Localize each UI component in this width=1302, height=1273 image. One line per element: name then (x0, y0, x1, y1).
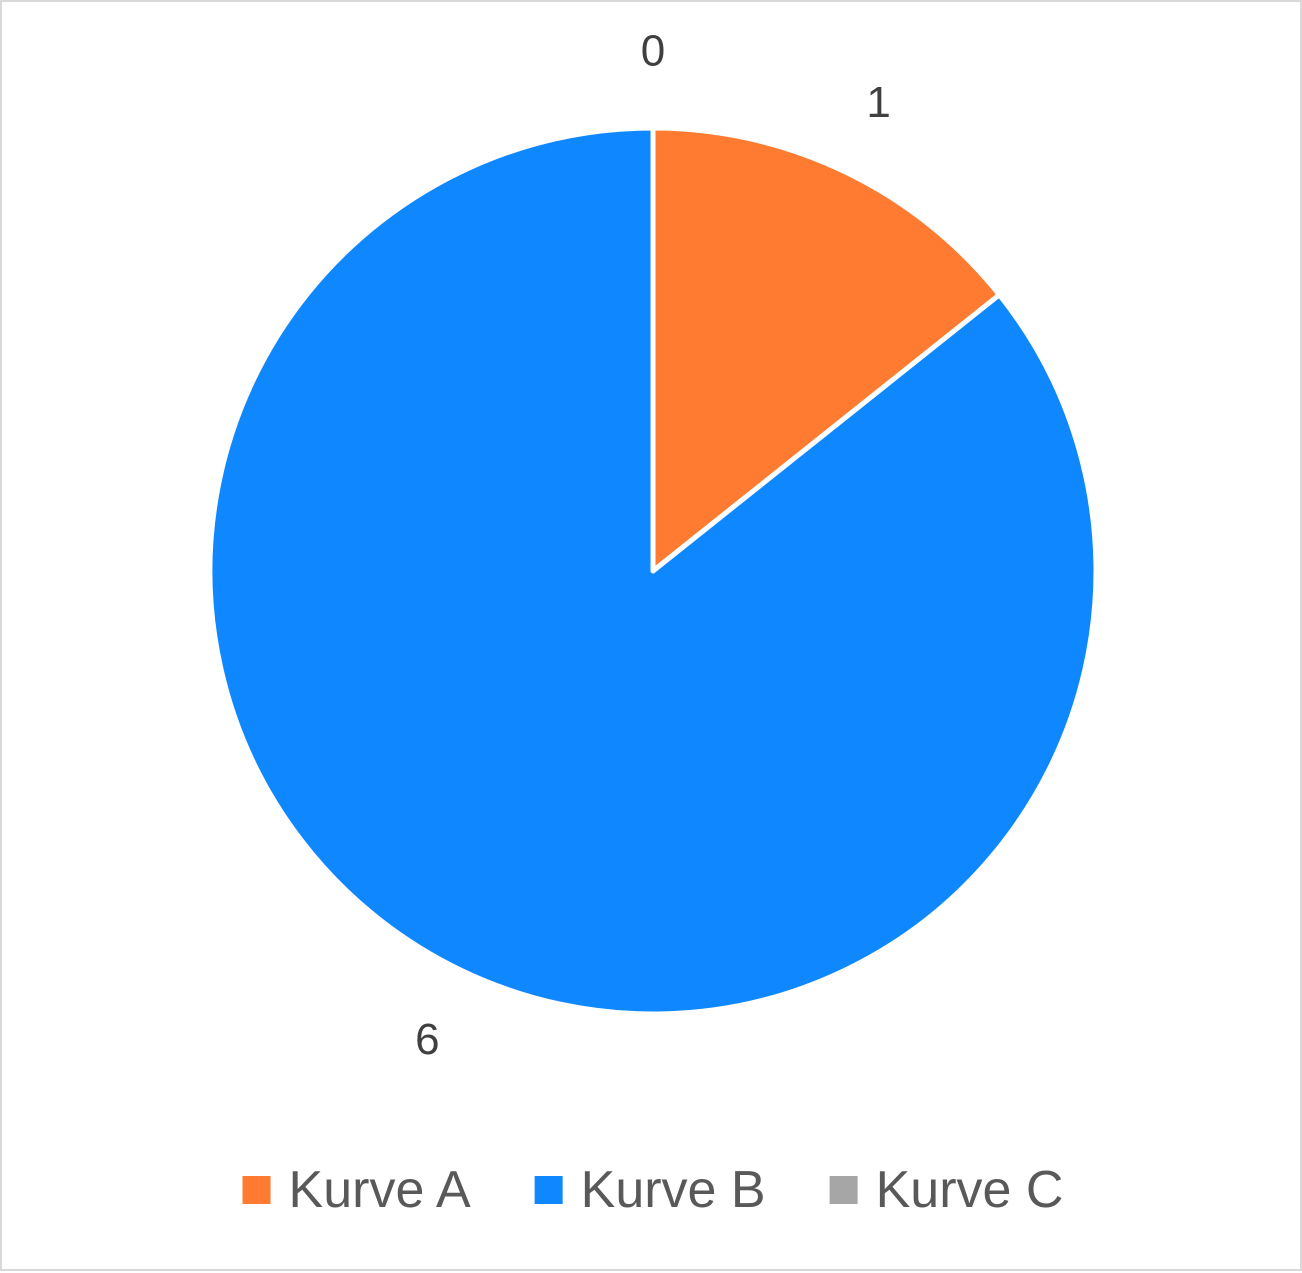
legend-label-kurve-b: Kurve B (581, 1161, 766, 1219)
legend-label-kurve-a: Kurve A (289, 1161, 471, 1219)
legend-swatch-kurve-c (829, 1176, 858, 1204)
data-labels: 1 6 0 (415, 27, 891, 1065)
legend-item-kurve-b: Kurve B (534, 1161, 766, 1219)
legend: Kurve A Kurve B Kurve C (242, 1161, 1064, 1219)
data-label-kurve-c: 0 (641, 27, 665, 76)
data-label-kurve-a: 1 (866, 78, 890, 127)
legend-label-kurve-c: Kurve C (876, 1161, 1064, 1219)
pie-slices (207, 125, 1099, 1017)
legend-item-kurve-c: Kurve C (829, 1161, 1064, 1219)
legend-swatch-kurve-b (534, 1176, 563, 1204)
pie-slice-kurve-b (207, 125, 1099, 1017)
pie-slice-kurve-a (650, 125, 1002, 574)
legend-item-kurve-a: Kurve A (242, 1161, 471, 1219)
data-label-kurve-b: 6 (415, 1015, 439, 1064)
legend-swatch-kurve-a (242, 1176, 271, 1204)
